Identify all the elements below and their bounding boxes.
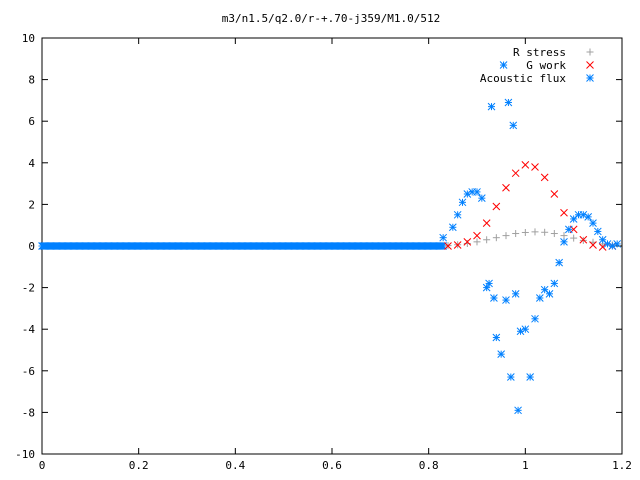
acoustic-flux-point bbox=[535, 294, 544, 302]
g-work-point bbox=[492, 202, 501, 211]
r-stress-point bbox=[492, 234, 500, 242]
acoustic-flux-point bbox=[453, 210, 462, 219]
g-work-point bbox=[521, 161, 530, 169]
acoustic-flux-point bbox=[439, 233, 448, 242]
r-stress-point bbox=[531, 228, 539, 236]
acoustic-flux-point bbox=[504, 98, 513, 107]
r-stress-point bbox=[521, 228, 529, 236]
x-tick-label: 1 bbox=[522, 459, 529, 472]
chart-title: m3/n1.5/q2.0/r-+.70-j359/M1.0/512 bbox=[222, 12, 441, 25]
legend-marker bbox=[586, 74, 594, 82]
acoustic-flux-point bbox=[550, 279, 559, 288]
acoustic-flux-point bbox=[514, 406, 522, 415]
g-work-point bbox=[560, 208, 568, 217]
g-work-point bbox=[463, 237, 472, 246]
acoustic-flux-point bbox=[545, 289, 554, 298]
acoustic-flux-point bbox=[477, 194, 486, 203]
g-work-point bbox=[444, 242, 452, 250]
r-stress-point bbox=[463, 240, 471, 248]
g-work-point bbox=[511, 169, 520, 178]
acoustic-flux-point bbox=[584, 213, 593, 221]
r-stress-point bbox=[560, 232, 568, 240]
legend-marker bbox=[586, 61, 594, 69]
legend-label: Acoustic flux bbox=[480, 72, 566, 85]
x-tick-label: 0 bbox=[39, 459, 46, 472]
g-work-point bbox=[502, 183, 510, 192]
y-tick-label: 6 bbox=[28, 115, 35, 128]
r-stress-point bbox=[483, 236, 491, 244]
acoustic-flux-point bbox=[560, 237, 568, 246]
acoustic-flux-point bbox=[499, 61, 508, 69]
g-work-point bbox=[453, 241, 462, 249]
r-stress-point bbox=[512, 230, 520, 238]
y-tick-label: 4 bbox=[28, 157, 35, 170]
g-work-point bbox=[589, 241, 597, 249]
g-work-point bbox=[579, 235, 588, 244]
x-tick-label: 0.2 bbox=[129, 459, 149, 472]
data-marks bbox=[38, 61, 622, 415]
acoustic-flux-point bbox=[502, 296, 510, 304]
y-tick-label: 8 bbox=[28, 74, 35, 87]
r-stress-point bbox=[473, 238, 481, 246]
acoustic-flux-point bbox=[473, 188, 481, 196]
acoustic-flux-point bbox=[490, 294, 498, 302]
legend-label: R stress bbox=[513, 46, 566, 59]
g-work-point bbox=[540, 173, 549, 182]
acoustic-flux-point bbox=[485, 279, 493, 288]
r-stress-point bbox=[541, 228, 549, 236]
acoustic-flux-point bbox=[564, 225, 573, 234]
acoustic-flux-point bbox=[521, 325, 530, 334]
acoustic-flux-point bbox=[492, 333, 501, 342]
acoustic-flux-point bbox=[569, 215, 578, 223]
legend-marker bbox=[586, 48, 594, 56]
x-tick-label: 1.2 bbox=[612, 459, 632, 472]
acoustic-flux-point bbox=[531, 314, 539, 323]
acoustic-flux-point bbox=[598, 235, 607, 244]
y-tick-label: -8 bbox=[22, 406, 35, 419]
r-stress-point bbox=[570, 234, 578, 242]
legend-label: G work bbox=[526, 59, 566, 72]
x-tick-label: 0.6 bbox=[322, 459, 342, 472]
acoustic-flux-point bbox=[458, 198, 467, 207]
r-stress-point bbox=[502, 232, 510, 240]
y-tick-label: 2 bbox=[28, 198, 35, 211]
acoustic-flux-point bbox=[448, 223, 457, 232]
y-tick-label: -6 bbox=[22, 365, 35, 378]
acoustic-flux-point bbox=[497, 350, 506, 359]
g-work-point bbox=[531, 163, 539, 171]
y-tick-label: -2 bbox=[22, 282, 35, 295]
acoustic-flux-point bbox=[526, 373, 535, 381]
y-tick-label: 10 bbox=[22, 32, 35, 45]
acoustic-flux-point bbox=[555, 258, 564, 267]
acoustic-flux-point bbox=[511, 289, 520, 298]
r-stress-point bbox=[550, 230, 558, 238]
x-tick-label: 0.8 bbox=[419, 459, 439, 472]
y-tick-label: 0 bbox=[28, 240, 35, 253]
acoustic-flux-point bbox=[487, 102, 496, 111]
acoustic-flux-point bbox=[509, 121, 518, 130]
g-work-point bbox=[473, 231, 481, 240]
x-tick-label: 0.4 bbox=[225, 459, 245, 472]
acoustic-flux-point bbox=[589, 219, 597, 227]
g-work-point bbox=[598, 243, 607, 251]
g-work-point bbox=[482, 219, 491, 227]
acoustic-flux-point bbox=[506, 373, 515, 381]
acoustic-flux-point bbox=[593, 227, 602, 236]
y-tick-label: -10 bbox=[15, 448, 35, 461]
axis-ticks: 0 0.2 0.4 0.6 0.8 1 1.2 -10 -8 -6 -4 -2 0 2 4 6 8 10 bbox=[15, 32, 632, 472]
acoustic-flux-point bbox=[613, 240, 622, 248]
g-work-point bbox=[550, 190, 559, 198]
y-tick-label: -4 bbox=[22, 323, 36, 336]
